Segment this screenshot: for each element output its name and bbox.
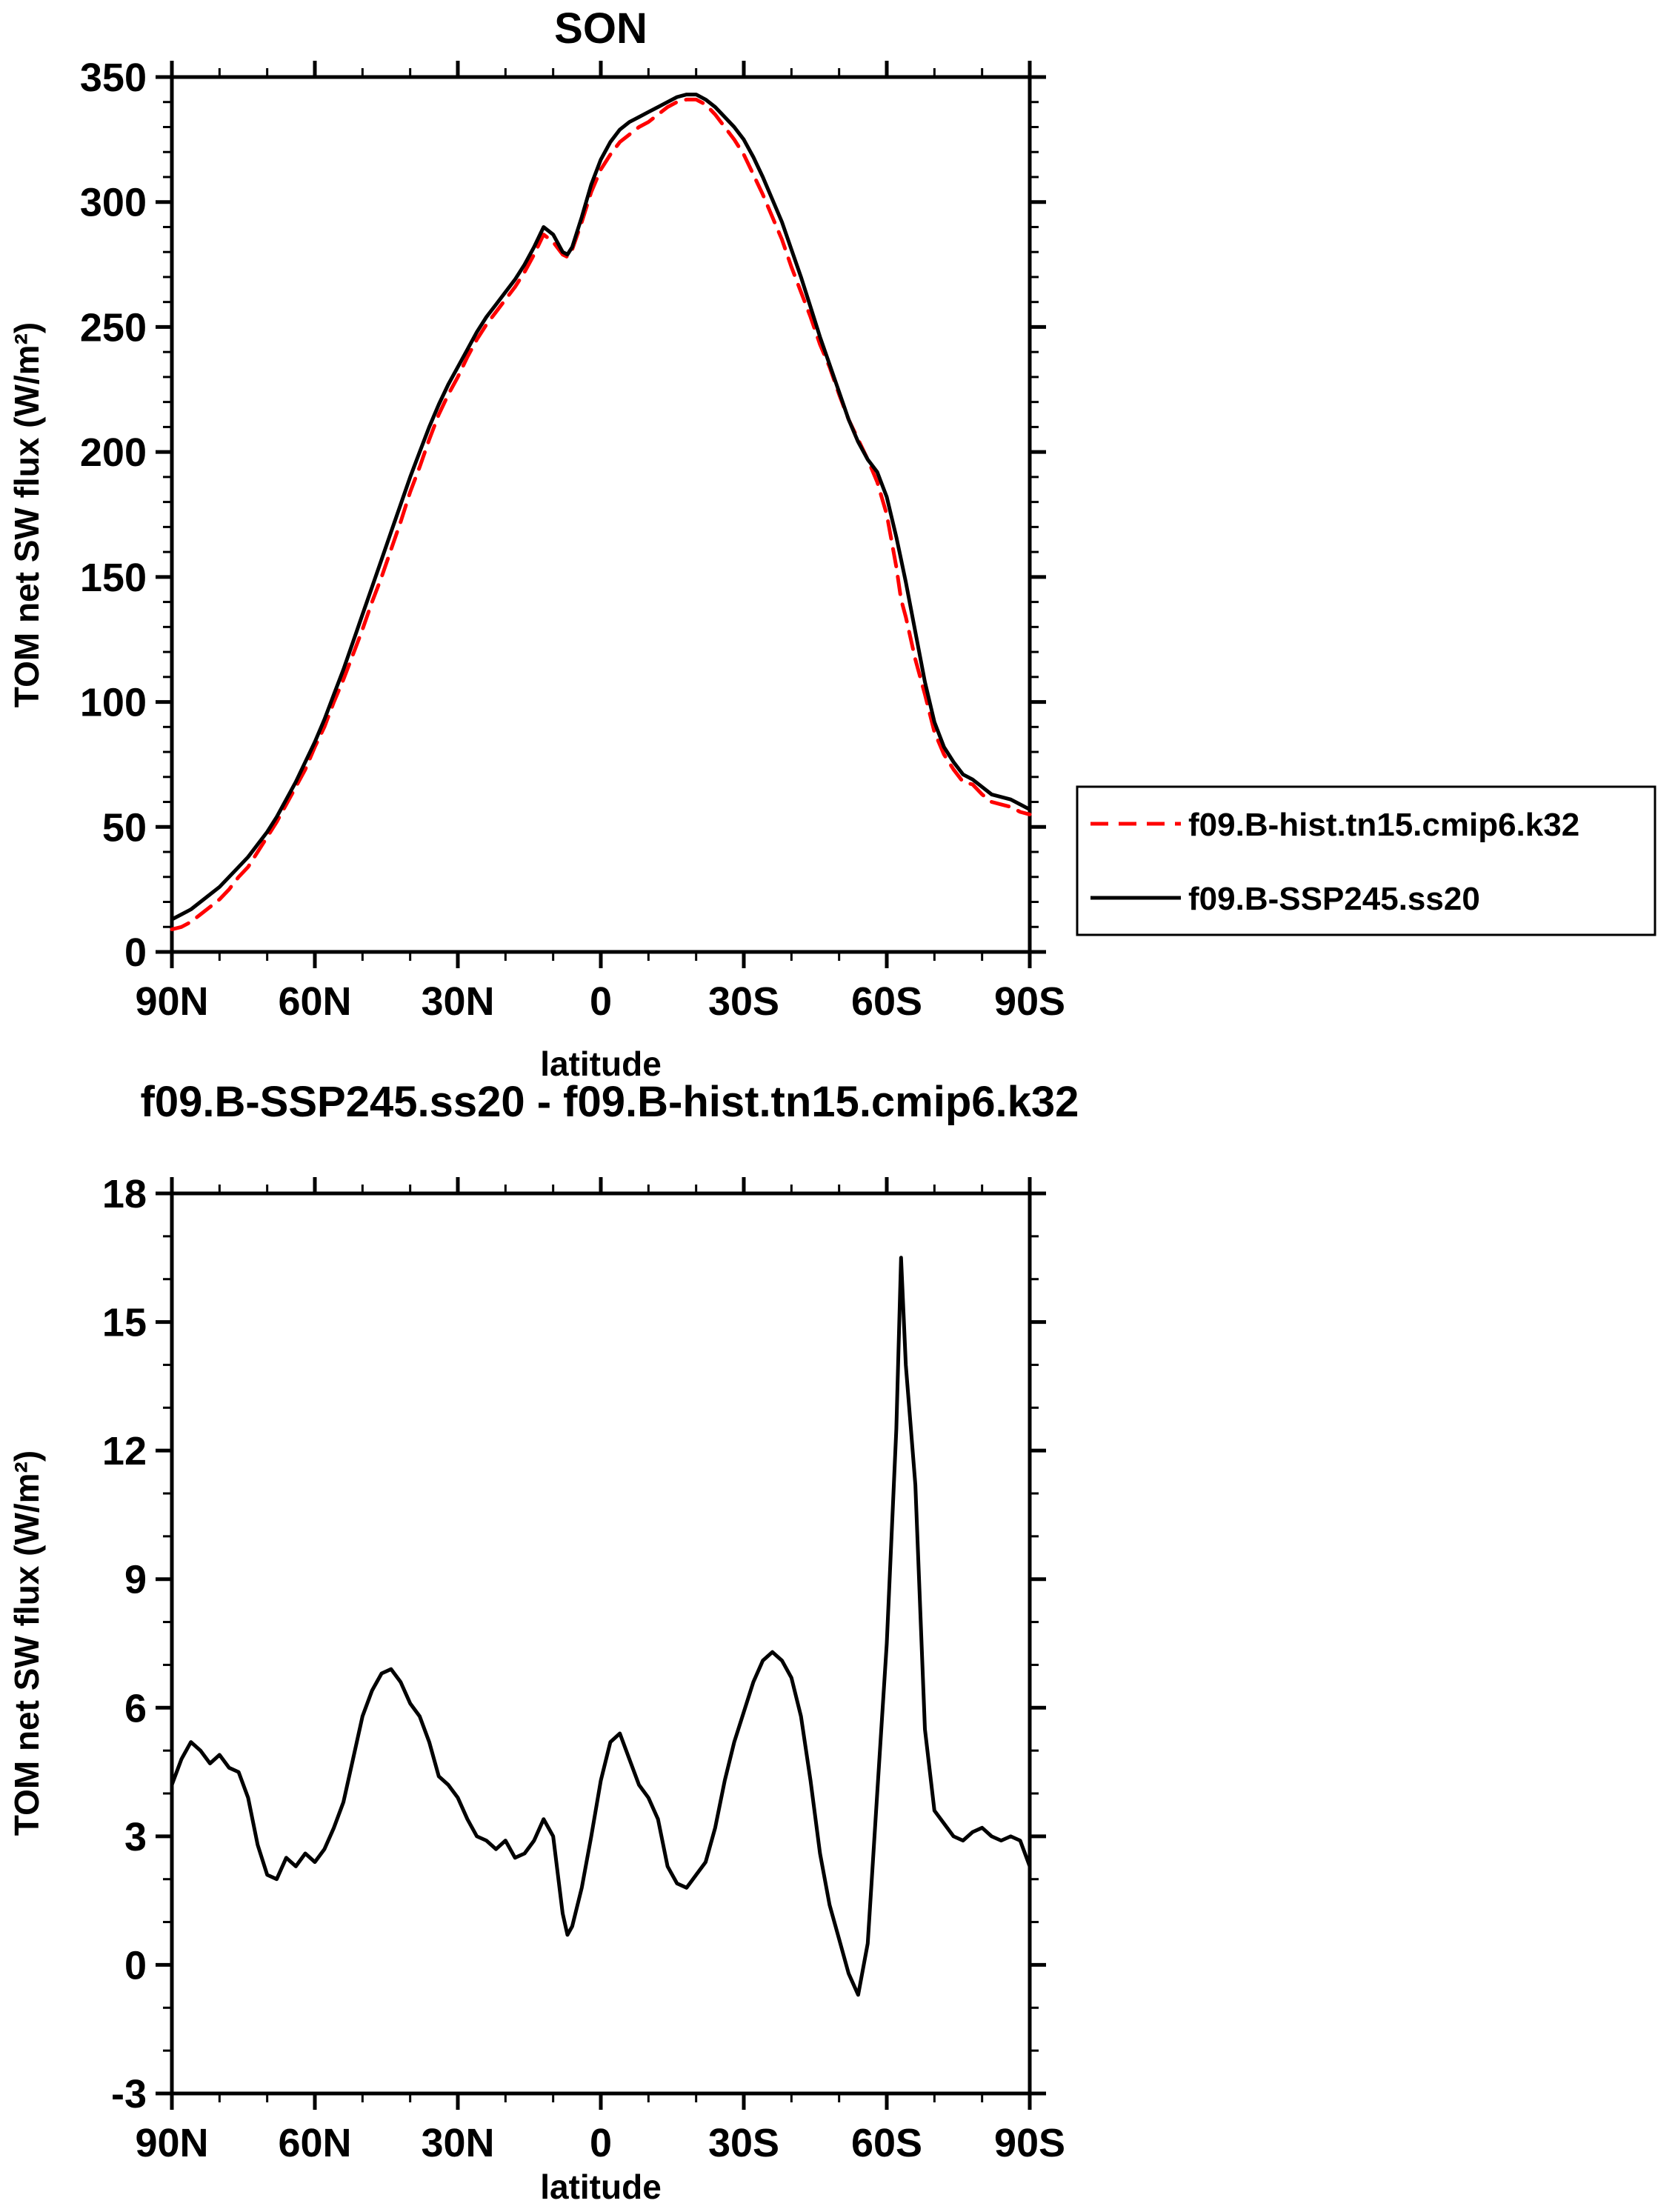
x-tick-label: 60N (278, 2121, 351, 2165)
x-tick-label: 30S (708, 2121, 779, 2165)
y-tick-label: 15 (102, 1301, 147, 1345)
top-y-axis-label: TOM net SW flux (W/m²) (7, 322, 46, 707)
y-tick-label: 250 (80, 305, 147, 350)
y-tick-label: 3 (124, 1815, 147, 1859)
axis-frame (170, 75, 1032, 954)
y-tick-label: 6 (124, 1686, 147, 1730)
series-line-f09-b-ssp245-ss20 (170, 93, 1032, 922)
y-tick-label: -3 (111, 2072, 147, 2116)
x-tick-label: 60N (278, 979, 351, 1024)
y-tick-label: 300 (80, 181, 147, 225)
x-tick-label: 90N (135, 2121, 208, 2165)
x-tick-label: 30S (708, 979, 779, 1024)
x-tick-label: 0 (590, 2121, 612, 2165)
legend-label-ssp: f09.B-SSP245.ss20 (1188, 881, 1480, 917)
x-tick-label: 60S (851, 2121, 922, 2165)
series-line-f09-b-hist-tn15-cmip6-k32 (170, 97, 1032, 932)
y-tick-label: 100 (80, 681, 147, 725)
x-tick-label: 60S (851, 979, 922, 1024)
x-tick-label: 90S (994, 979, 1065, 1024)
y-tick-label: 0 (124, 930, 147, 975)
series-line-difference (170, 1256, 1032, 1997)
legend-box (1076, 785, 1656, 936)
y-tick-label: 9 (124, 1558, 147, 1602)
x-tick-label: 90S (994, 2121, 1065, 2165)
y-tick-label: 50 (102, 805, 147, 850)
axes-layer: 90N 60N 30N 0 30S 60S 90S050100150200250300350… (80, 56, 1065, 2165)
y-tick-label: 150 (80, 556, 147, 600)
x-tick-label: 90N (135, 979, 208, 1024)
bottom-chart-title: f09.B-SSP245.ss20 - f09.B-hist.tn15.cmip… (141, 1078, 1079, 1126)
curves-layer (170, 93, 1032, 1997)
bottom-y-axis-label: TOM net SW flux (W/m²) (7, 1450, 46, 1836)
y-tick-label: 12 (102, 1429, 147, 1473)
y-tick-label: 200 (80, 430, 147, 475)
x-tick-label: 30N (421, 2121, 494, 2165)
x-tick-label: 0 (590, 979, 612, 1024)
x-tick-label: 30N (421, 979, 494, 1024)
axis-frame (170, 1191, 1032, 2096)
y-tick-label: 350 (80, 56, 147, 100)
top-x-axis-label: latitude (540, 1045, 662, 1083)
y-tick-label: 18 (102, 1172, 147, 1216)
top-chart-title: SON (554, 4, 647, 53)
bottom-x-axis-label: latitude (540, 2168, 662, 2206)
legend-label-hist: f09.B-hist.tn15.cmip6.k32 (1188, 807, 1579, 843)
y-tick-label: 0 (124, 1943, 147, 1988)
legend: f09.B-hist.tn15.cmip6.k32 f09.B-SSP245.s… (1076, 785, 1656, 936)
